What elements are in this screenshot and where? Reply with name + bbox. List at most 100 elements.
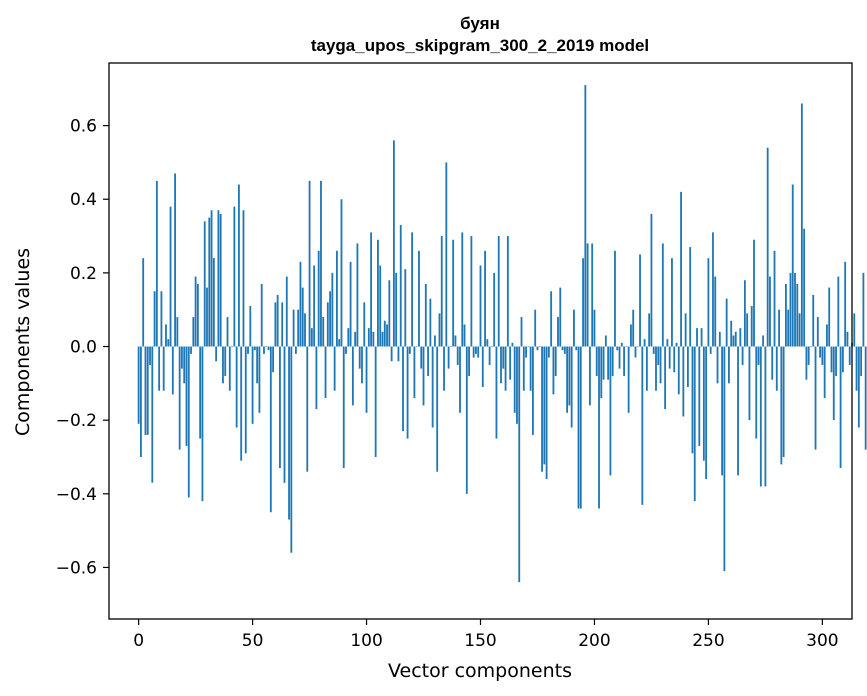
bar-266 — [744, 280, 746, 346]
bar-105 — [377, 240, 379, 347]
bar-267 — [746, 313, 748, 346]
bar-180 — [548, 347, 550, 358]
x-tick-label: 250 — [692, 631, 724, 651]
bar-6 — [151, 347, 153, 483]
bar-95 — [354, 332, 356, 347]
bar-137 — [450, 347, 452, 348]
bar-236 — [676, 343, 678, 347]
bar-215 — [628, 347, 630, 413]
bar-312 — [849, 347, 851, 365]
bar-282 — [780, 347, 782, 465]
bar-53 — [259, 347, 261, 413]
bar-107 — [382, 332, 384, 347]
y-axis-label: Components values — [12, 248, 34, 436]
bar-59 — [272, 347, 274, 373]
bar-77 — [313, 266, 315, 347]
bar-80 — [320, 181, 322, 347]
x-tick-label: 200 — [578, 631, 610, 651]
bar-223 — [646, 347, 648, 391]
bar-206 — [607, 347, 609, 380]
bar-315 — [856, 347, 858, 391]
bar-87 — [336, 251, 338, 347]
bar-32 — [211, 210, 213, 346]
bar-193 — [578, 347, 580, 509]
bar-60 — [274, 302, 276, 346]
bar-247 — [701, 328, 703, 346]
bar-278 — [771, 347, 773, 380]
bar-166 — [516, 347, 518, 424]
bar-319 — [865, 347, 867, 450]
bar-9 — [158, 347, 160, 391]
bar-31 — [208, 218, 210, 347]
bar-292 — [803, 229, 805, 347]
bar-125 — [423, 347, 425, 406]
bar-165 — [514, 347, 516, 413]
y-tick-label: 0.6 — [70, 117, 97, 137]
bar-214 — [625, 347, 627, 348]
bar-145 — [468, 347, 470, 376]
bar-1 — [140, 347, 142, 457]
bar-228 — [657, 347, 659, 365]
bar-139 — [455, 335, 457, 346]
bar-82 — [325, 347, 327, 399]
bar-219 — [637, 347, 639, 348]
bar-190 — [571, 347, 573, 428]
bar-157 — [496, 347, 498, 439]
bar-19 — [181, 347, 183, 369]
bar-124 — [420, 347, 422, 369]
bar-283 — [783, 347, 785, 457]
bar-84 — [329, 291, 331, 346]
bar-277 — [769, 277, 771, 347]
bar-63 — [281, 302, 283, 346]
bar-304 — [831, 347, 833, 373]
bar-287 — [792, 185, 794, 347]
bar-262 — [735, 332, 737, 347]
bar-188 — [566, 347, 568, 413]
bar-42 — [233, 207, 235, 347]
bar-123 — [418, 251, 420, 347]
bar-7 — [154, 291, 156, 346]
bar-33 — [213, 258, 215, 346]
bar-196 — [584, 85, 586, 346]
bar-83 — [327, 302, 329, 346]
bar-230 — [662, 243, 664, 346]
bar-3 — [145, 347, 147, 435]
bar-138 — [452, 240, 454, 347]
bar-88 — [338, 339, 340, 346]
bar-40 — [229, 347, 231, 391]
bar-78 — [315, 347, 317, 410]
bar-39 — [227, 317, 229, 346]
bar-92 — [347, 328, 349, 346]
bar-148 — [475, 347, 477, 354]
bar-160 — [502, 347, 504, 369]
bar-285 — [787, 310, 789, 347]
bar-172 — [530, 347, 532, 391]
bar-307 — [837, 277, 839, 347]
bar-254 — [717, 347, 719, 384]
bar-194 — [580, 347, 582, 509]
bar-36 — [220, 214, 222, 347]
bar-311 — [847, 332, 849, 347]
bar-301 — [824, 347, 826, 399]
bar-317 — [860, 347, 862, 376]
bar-179 — [546, 347, 548, 480]
bar-170 — [525, 347, 527, 358]
bar-302 — [826, 324, 828, 346]
bar-72 — [302, 288, 304, 347]
bar-135 — [445, 162, 447, 346]
bar-202 — [598, 347, 600, 509]
bar-240 — [685, 313, 687, 346]
bar-16 — [174, 173, 176, 346]
bar-291 — [801, 104, 803, 347]
bar-162 — [507, 236, 509, 346]
chart-subtitle: tayga_upos_skipgram_300_2_2019 model — [311, 36, 649, 55]
bar-127 — [427, 347, 429, 376]
bar-204 — [603, 347, 605, 380]
bar-239 — [682, 347, 684, 417]
bar-41 — [231, 347, 233, 348]
bar-65 — [286, 277, 288, 347]
bar-75 — [309, 181, 311, 347]
chart-figure: буян tayga_upos_skipgram_300_2_2019 mode… — [0, 0, 867, 696]
bar-115 — [400, 225, 402, 347]
x-axis-label: Vector components — [388, 660, 572, 682]
